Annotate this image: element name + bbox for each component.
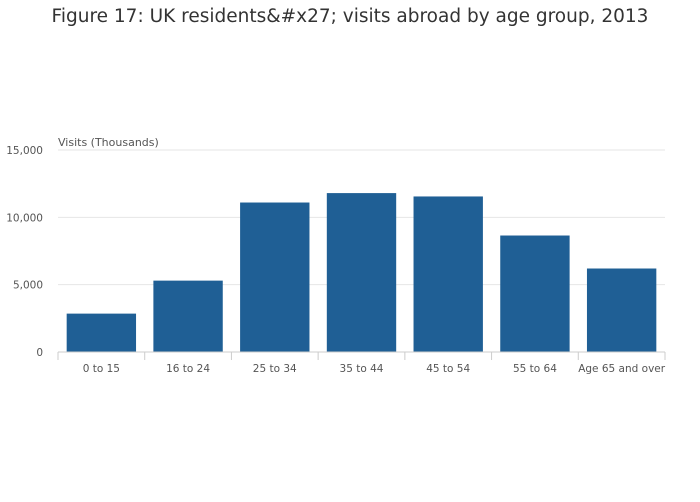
x-tick-label: 55 to 64 bbox=[513, 363, 557, 375]
y-axis-ticks: 0 5,000 10,000 15,000 bbox=[6, 145, 43, 359]
bar bbox=[586, 268, 657, 352]
y-tick-label: 5,000 bbox=[13, 280, 43, 292]
x-tick-label: Age 65 and over bbox=[578, 363, 666, 375]
x-tick-label: 16 to 24 bbox=[166, 363, 210, 375]
bar bbox=[240, 202, 310, 352]
y-tick-label: 0 bbox=[36, 347, 43, 359]
bar bbox=[413, 196, 483, 352]
bar bbox=[326, 193, 397, 352]
y-tick-label: 15,000 bbox=[6, 145, 43, 157]
bar bbox=[500, 235, 570, 352]
bars bbox=[66, 193, 657, 352]
chart-title: Figure 17: UK residents&#x27; visits abr… bbox=[51, 6, 649, 27]
y-axis-title: Visits (Thousands) bbox=[58, 136, 159, 149]
x-tick-label: 45 to 54 bbox=[426, 363, 470, 375]
bar bbox=[66, 313, 137, 352]
bar bbox=[153, 280, 223, 352]
x-axis-ticks: 0 to 15 16 to 24 25 to 34 35 to 44 45 to 54 5… bbox=[57, 352, 666, 375]
x-tick-label: 0 to 15 bbox=[83, 363, 120, 375]
x-tick-label: 35 to 44 bbox=[340, 363, 384, 375]
y-tick-label: 10,000 bbox=[6, 212, 43, 224]
x-tick-label: 25 to 34 bbox=[253, 363, 297, 375]
